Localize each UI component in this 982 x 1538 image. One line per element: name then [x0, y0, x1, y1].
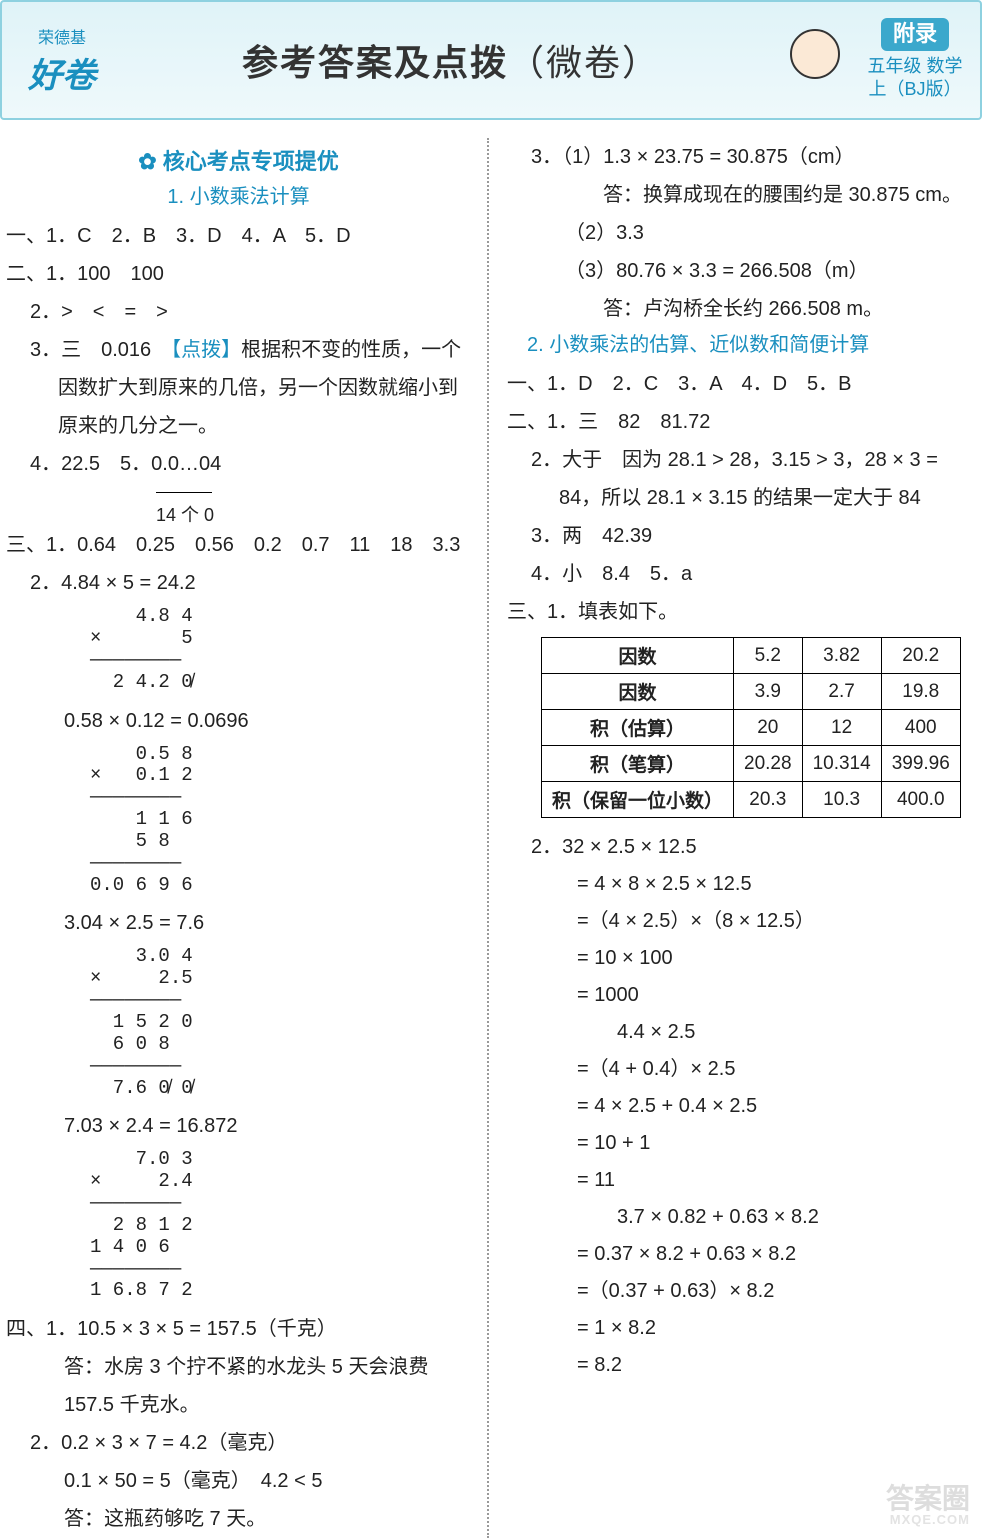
equation-line: 4.4 × 2.5	[507, 1014, 972, 1051]
equation-step: = 0.37 × 8.2 + 0.63 × 8.2	[507, 1236, 972, 1273]
answer-line: 0.1 × 50 = 5（毫克） 4.2 < 5	[6, 1462, 471, 1500]
answer-line: 二、1．100 100	[6, 255, 471, 293]
equation-step: = 4 × 2.5 + 0.4 × 2.5	[507, 1088, 972, 1125]
table-cell: 3.9	[734, 674, 803, 710]
mascot-icon	[780, 25, 850, 95]
answer-line: 三、1．0.64 0.25 0.56 0.2 0.7 11 18 3.3	[6, 526, 471, 564]
equation-line: 0.58 × 0.12 = 0.0696	[6, 702, 471, 740]
table-row: 积（保留一位小数） 20.3 10.3 400.0	[542, 782, 961, 818]
equation-line: 2．32 × 2.5 × 12.5	[507, 828, 972, 866]
appendix-badge: 附录	[881, 18, 949, 51]
answer-line: （3）80.76 × 3.3 = 266.508（m）	[507, 252, 972, 290]
page-header: 荣德基 好卷 参考答案及点拨（微卷） 附录 五年级 数学 上（BJ版）	[0, 0, 982, 120]
answer-line: 4．22.5 5．0.0…04	[6, 445, 471, 483]
right-column: 3．（1）1.3 × 23.75 = 30.875（cm） 答：换算成现在的腰围…	[489, 138, 972, 1538]
table-row: 因数 3.9 2.7 19.8	[542, 674, 961, 710]
table-row: 因数 5.2 3.82 20.2	[542, 638, 961, 674]
appendix-box: 附录 五年级 数学 上（BJ版）	[850, 18, 980, 101]
equation-step: =（0.37 + 0.63）× 8.2	[507, 1273, 972, 1310]
equation-step: = 11	[507, 1162, 972, 1199]
answer-line: 二、1．三 82 81.72	[507, 403, 972, 441]
equation-step: =（4 × 2.5）×（8 × 12.5）	[507, 903, 972, 940]
left-column: 核心考点专项提优 1. 小数乘法计算 一、1．C 2．B 3．D 4．A 5．D…	[6, 138, 489, 1538]
answer-line: 3．三 0.016 【点拨】根据积不变的性质，一个因数扩大到原来的几倍，另一个因…	[6, 331, 471, 445]
equation-step: = 1 × 8.2	[507, 1310, 972, 1347]
title-sub: （微卷）	[508, 42, 660, 83]
table-cell: 2.7	[802, 674, 881, 710]
table-row: 积（笔算） 20.28 10.314 399.96	[542, 746, 961, 782]
answer-explain: 答：这瓶药够吃 7 天。	[6, 1500, 471, 1538]
page-title: 参考答案及点拨（微卷）	[122, 34, 780, 86]
table-cell: 400	[881, 710, 960, 746]
logo-main-text: 好卷	[2, 48, 122, 97]
answer-line: 2．> < = >	[6, 293, 471, 331]
subsection-2-title: 2. 小数乘法的估算、近似数和简便计算	[507, 328, 972, 357]
answer-explain: 答：卢沟桥全长约 266.508 m。	[507, 290, 972, 328]
answer-line: 4．小 8.4 5．a	[507, 555, 972, 593]
answer-line: 3．（1）1.3 × 23.75 = 30.875（cm）	[507, 138, 972, 176]
answer-text: 3．三 0.016	[30, 339, 171, 361]
logo-top-text: 荣德基	[2, 24, 122, 48]
table-cell: 10.3	[802, 782, 881, 818]
answer-line: 3．两 42.39	[507, 517, 972, 555]
answer-line: 三、1．填表如下。	[507, 593, 972, 631]
brand-logo: 荣德基 好卷	[2, 24, 122, 97]
hint-label: 【点拨】	[171, 339, 241, 361]
table-header: 积（保留一位小数）	[542, 782, 734, 818]
table-cell: 5.2	[734, 638, 803, 674]
table-cell: 400.0	[881, 782, 960, 818]
title-text: 参考答案及点拨	[242, 42, 508, 83]
table-header: 因数	[542, 638, 734, 674]
equation-line: 3.04 × 2.5 = 7.6	[6, 904, 471, 942]
equation-step: = 1000	[507, 977, 972, 1014]
table-cell: 20.28	[734, 746, 803, 782]
appendix-line1: 五年级 数学	[867, 56, 962, 76]
equation-line: 7.03 × 2.4 = 16.872	[6, 1107, 471, 1145]
equation-step: = 10 + 1	[507, 1125, 972, 1162]
table-row: 积（估算） 20 12 400	[542, 710, 961, 746]
table-header: 积（笔算）	[542, 746, 734, 782]
table-cell: 20.2	[881, 638, 960, 674]
answer-line: 四、1．10.5 × 3 × 5 = 157.5（千克）	[6, 1310, 471, 1348]
watermark-sub: MXQE.COM	[886, 1513, 970, 1526]
factor-table: 因数 5.2 3.82 20.2 因数 3.9 2.7 19.8 积（估算） 2…	[541, 637, 961, 818]
table-cell: 399.96	[881, 746, 960, 782]
subsection-1-title: 1. 小数乘法计算	[6, 180, 471, 209]
equation-line: 2．4.84 × 5 = 24.2	[6, 564, 471, 602]
vertical-math: 4.8 4 × 5 ———————— 2 4.2 0̸	[90, 606, 471, 693]
vertical-math: 0.5 8 × 0.1 2 ———————— 1 1 6 5 8 ———————…	[90, 744, 471, 897]
answer-line: 一、1．C 2．B 3．D 4．A 5．D	[6, 217, 471, 255]
watermark: 答案圈 MXQE.COM	[886, 1485, 970, 1526]
answer-line: 2．0.2 × 3 × 7 = 4.2（毫克）	[6, 1424, 471, 1462]
answer-line: （2）3.3	[507, 214, 972, 252]
table-cell: 20.3	[734, 782, 803, 818]
table-cell: 19.8	[881, 674, 960, 710]
equation-line: 3.7 × 0.82 + 0.63 × 8.2	[507, 1199, 972, 1236]
table-cell: 3.82	[802, 638, 881, 674]
answer-explain: 答：换算成现在的腰围约是 30.875 cm。	[507, 176, 972, 214]
vertical-math: 7.0 3 × 2.4 ———————— 2 8 1 2 1 4 0 6 ———…	[90, 1149, 471, 1302]
table-cell: 10.314	[802, 746, 881, 782]
vertical-math: 3.0 4 × 2.5 ———————— 1 5 2 0 6 0 8 —————…	[90, 946, 471, 1099]
table-cell: 12	[802, 710, 881, 746]
answer-text: 4．22.5 5．0.0…04	[30, 453, 221, 475]
note-text: 14 个 0	[156, 505, 214, 525]
equation-step: = 8.2	[507, 1347, 972, 1384]
brace-note: 14 个 0	[6, 483, 471, 526]
table-header: 积（估算）	[542, 710, 734, 746]
answer-explain: 答：水房 3 个拧不紧的水龙头 5 天会浪费 157.5 千克水。	[6, 1348, 471, 1424]
table-cell: 20	[734, 710, 803, 746]
answer-line: 2．大于 因为 28.1 > 28，3.15 > 3，28 × 3 = 84，所…	[507, 441, 972, 517]
equation-step: = 4 × 8 × 2.5 × 12.5	[507, 866, 972, 903]
section-title: 核心考点专项提优	[6, 144, 471, 176]
equation-step: =（4 + 0.4）× 2.5	[507, 1051, 972, 1088]
appendix-line2: 上（BJ版）	[868, 79, 961, 99]
content-columns: 核心考点专项提优 1. 小数乘法计算 一、1．C 2．B 3．D 4．A 5．D…	[0, 138, 982, 1538]
equation-step: = 10 × 100	[507, 940, 972, 977]
watermark-main: 答案圈	[886, 1483, 970, 1514]
answer-line: 一、1．D 2．C 3．A 4．D 5．B	[507, 365, 972, 403]
table-header: 因数	[542, 674, 734, 710]
